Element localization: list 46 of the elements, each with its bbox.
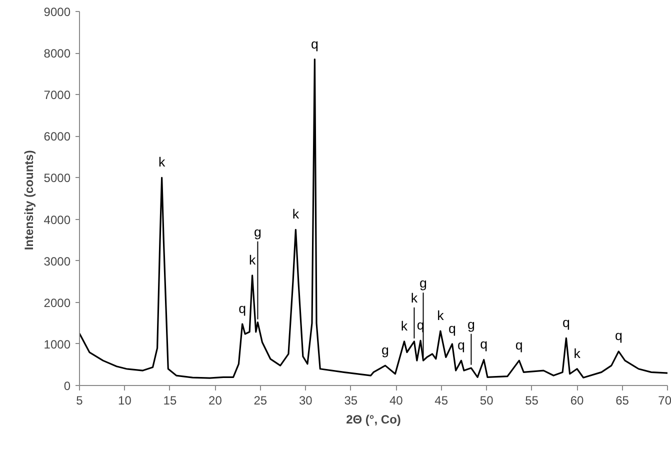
x-tick-label: 30 <box>298 394 313 408</box>
x-tick-label: 70 <box>658 394 671 408</box>
annotation: k <box>437 308 444 324</box>
annotation: q <box>458 338 465 353</box>
annotation: k <box>158 154 166 170</box>
annotation: k <box>400 318 408 334</box>
x-tick-label: 5 <box>76 394 84 408</box>
x-axis-title: 2Θ (°, Co) <box>346 412 401 426</box>
y-tick-label: 7000 <box>44 88 71 102</box>
y-tick-label: 6000 <box>44 130 71 144</box>
annotation: q <box>562 315 570 330</box>
annotation: k <box>574 346 581 361</box>
x-tick-label: 50 <box>480 394 494 408</box>
y-tick-label: 0 <box>64 379 71 393</box>
annotation: q <box>448 320 456 336</box>
x-tick-label: 40 <box>389 394 404 408</box>
y-tick-label: 8000 <box>44 46 71 61</box>
y-tick-label: 9000 <box>44 5 71 19</box>
x-tick-label: 25 <box>254 394 268 408</box>
x-tick-label: 55 <box>525 394 539 408</box>
annotation: g <box>467 316 475 332</box>
y-tick-label: 4000 <box>44 212 71 227</box>
y-tick-label: 3000 <box>44 254 71 268</box>
annotation: k <box>248 252 256 268</box>
x-tick-label: 35 <box>344 394 358 408</box>
annotation: g <box>382 342 389 358</box>
line-series <box>80 58 668 379</box>
x-tick-label: 60 <box>570 394 584 408</box>
annotation: k <box>292 206 300 222</box>
x-tick-label: 65 <box>616 394 630 408</box>
x-tick-label: 10 <box>118 394 132 408</box>
annotation: q <box>515 338 523 353</box>
annotation: q <box>614 328 622 344</box>
y-tick-label: 1000 <box>44 337 71 352</box>
annotation: g <box>254 224 262 240</box>
annotation: g <box>420 276 427 291</box>
y-tick-label: 5000 <box>44 171 71 186</box>
x-tick-label: 20 <box>208 394 222 408</box>
annotation: k <box>410 290 418 306</box>
x-tick-label: 15 <box>163 394 177 408</box>
y-tick-label: 2000 <box>44 296 71 310</box>
annotation: q <box>480 336 488 352</box>
y-axis-title: Intensity (counts) <box>22 150 36 250</box>
annotation: q <box>238 301 246 316</box>
x-tick-label: 45 <box>434 394 448 408</box>
annotation: q <box>310 36 318 52</box>
